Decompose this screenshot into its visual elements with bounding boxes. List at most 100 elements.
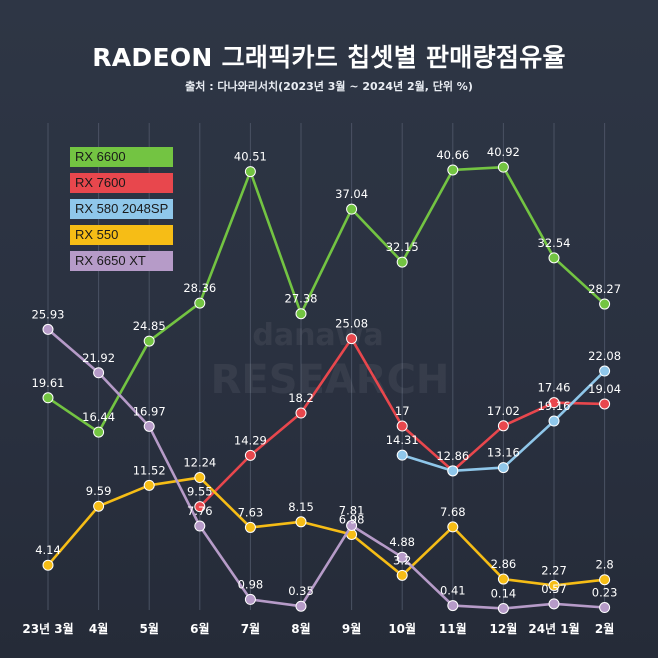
chart-subtitle: 출처 : 다나와리서치(2023년 3월 ~ 2024년 2월, 단위 %) <box>185 80 473 93</box>
data-point <box>42 323 54 335</box>
data-point <box>396 420 408 432</box>
data-label: 40.92 <box>487 145 520 159</box>
data-label: 6.98 <box>339 512 365 526</box>
chart-title: RADEON 그래픽카드 칩셋별 판매량점유율 <box>92 43 566 72</box>
data-point <box>497 420 509 432</box>
data-label: 37.04 <box>335 187 368 201</box>
data-point <box>295 600 307 612</box>
data-point <box>548 415 560 427</box>
data-label: 27.38 <box>285 292 318 306</box>
data-label: 0.41 <box>440 584 466 598</box>
data-point <box>194 472 206 484</box>
data-label: 12.24 <box>183 456 216 470</box>
data-label: 7.63 <box>238 505 264 519</box>
data-point <box>396 551 408 563</box>
data-labels: 19.61 16.44 24.85 28.36 40.51 27.38 37.04 32.15… <box>32 145 622 600</box>
data-point <box>244 521 256 533</box>
data-point <box>599 574 611 586</box>
data-point <box>244 593 256 605</box>
data-point <box>143 335 155 347</box>
data-label: 2.8 <box>595 558 613 572</box>
data-point <box>93 367 105 379</box>
data-point <box>599 365 611 377</box>
data-point <box>346 203 358 215</box>
data-label: 12.86 <box>436 449 469 463</box>
x-tick-label: 24년 1월 <box>528 621 579 636</box>
data-label: 40.51 <box>234 150 267 164</box>
data-label: 13.16 <box>487 446 520 460</box>
data-point <box>194 501 206 513</box>
series-line <box>47 165 606 434</box>
data-point <box>599 602 611 614</box>
data-label: 28.36 <box>183 281 216 295</box>
series-line <box>47 476 605 587</box>
data-point <box>93 500 105 512</box>
data-point <box>295 407 307 419</box>
data-point <box>447 465 459 477</box>
data-label: 14.31 <box>386 433 419 447</box>
series-3 <box>42 472 611 591</box>
data-label: 21.92 <box>82 351 115 365</box>
data-point <box>497 573 509 585</box>
series-2 <box>396 365 611 477</box>
data-point <box>42 559 54 571</box>
data-label: 0.98 <box>238 577 264 591</box>
legend: RX 6600 RX 7600 RX 580 2048SP RX 550 RX 6650… <box>70 147 174 271</box>
data-label: 16.97 <box>133 404 166 418</box>
data-label: 2.27 <box>541 563 567 577</box>
data-point <box>599 298 611 310</box>
data-point <box>447 521 459 533</box>
x-tick-label: 9월 <box>342 621 361 636</box>
data-point <box>599 398 611 410</box>
data-label: 9.59 <box>86 484 112 498</box>
legend-item: RX 580 2048SP <box>70 199 174 219</box>
watermark: danawa RESEARCH <box>211 318 450 403</box>
x-tick-label: 8월 <box>291 621 310 636</box>
data-label: 19.16 <box>538 399 571 413</box>
legend-item: RX 550 <box>70 225 174 245</box>
data-point <box>295 308 307 320</box>
data-label: 16.44 <box>82 410 115 424</box>
data-label: 18.2 <box>288 391 314 405</box>
data-point <box>244 449 256 461</box>
data-label: 32.54 <box>538 236 571 250</box>
data-point <box>396 256 408 268</box>
data-label: 32.15 <box>386 240 419 254</box>
series-0 <box>42 161 611 438</box>
x-tick-label: 10월 <box>388 621 416 636</box>
x-tick-label: 4월 <box>89 621 108 636</box>
data-point <box>42 392 54 404</box>
x-tick-label: 6월 <box>190 621 209 636</box>
data-label: 0.57 <box>541 582 567 596</box>
x-tick-label: 7월 <box>241 621 260 636</box>
data-label: 22.08 <box>588 349 621 363</box>
data-label: 7.76 <box>187 504 213 518</box>
data-point <box>497 602 509 614</box>
data-label: 4.88 <box>389 535 415 549</box>
data-label: 19.61 <box>32 376 65 390</box>
data-label: 17 <box>395 404 410 418</box>
series-4 <box>42 323 611 614</box>
data-point <box>396 449 408 461</box>
data-label: 9.55 <box>187 485 213 499</box>
data-label: 25.93 <box>32 307 65 321</box>
data-label: 7.81 <box>339 503 365 517</box>
data-label: 14.29 <box>234 433 267 447</box>
data-point <box>143 420 155 432</box>
legend-item: RX 7600 <box>70 173 174 193</box>
data-point <box>295 516 307 528</box>
data-point <box>143 479 155 491</box>
data-label: 19.04 <box>588 382 621 396</box>
data-label: 24.85 <box>133 319 166 333</box>
data-point <box>548 579 560 591</box>
legend-item: RX 6600 <box>70 147 174 167</box>
data-point <box>396 569 408 581</box>
data-label: 28.27 <box>588 282 621 296</box>
data-label: 0.35 <box>288 584 314 598</box>
x-tick-label: 12월 <box>490 621 518 636</box>
data-point <box>93 426 105 438</box>
x-tick-label: 2월 <box>595 621 614 636</box>
data-point <box>548 598 560 610</box>
x-tick-label: 23년 3월 <box>22 621 73 636</box>
